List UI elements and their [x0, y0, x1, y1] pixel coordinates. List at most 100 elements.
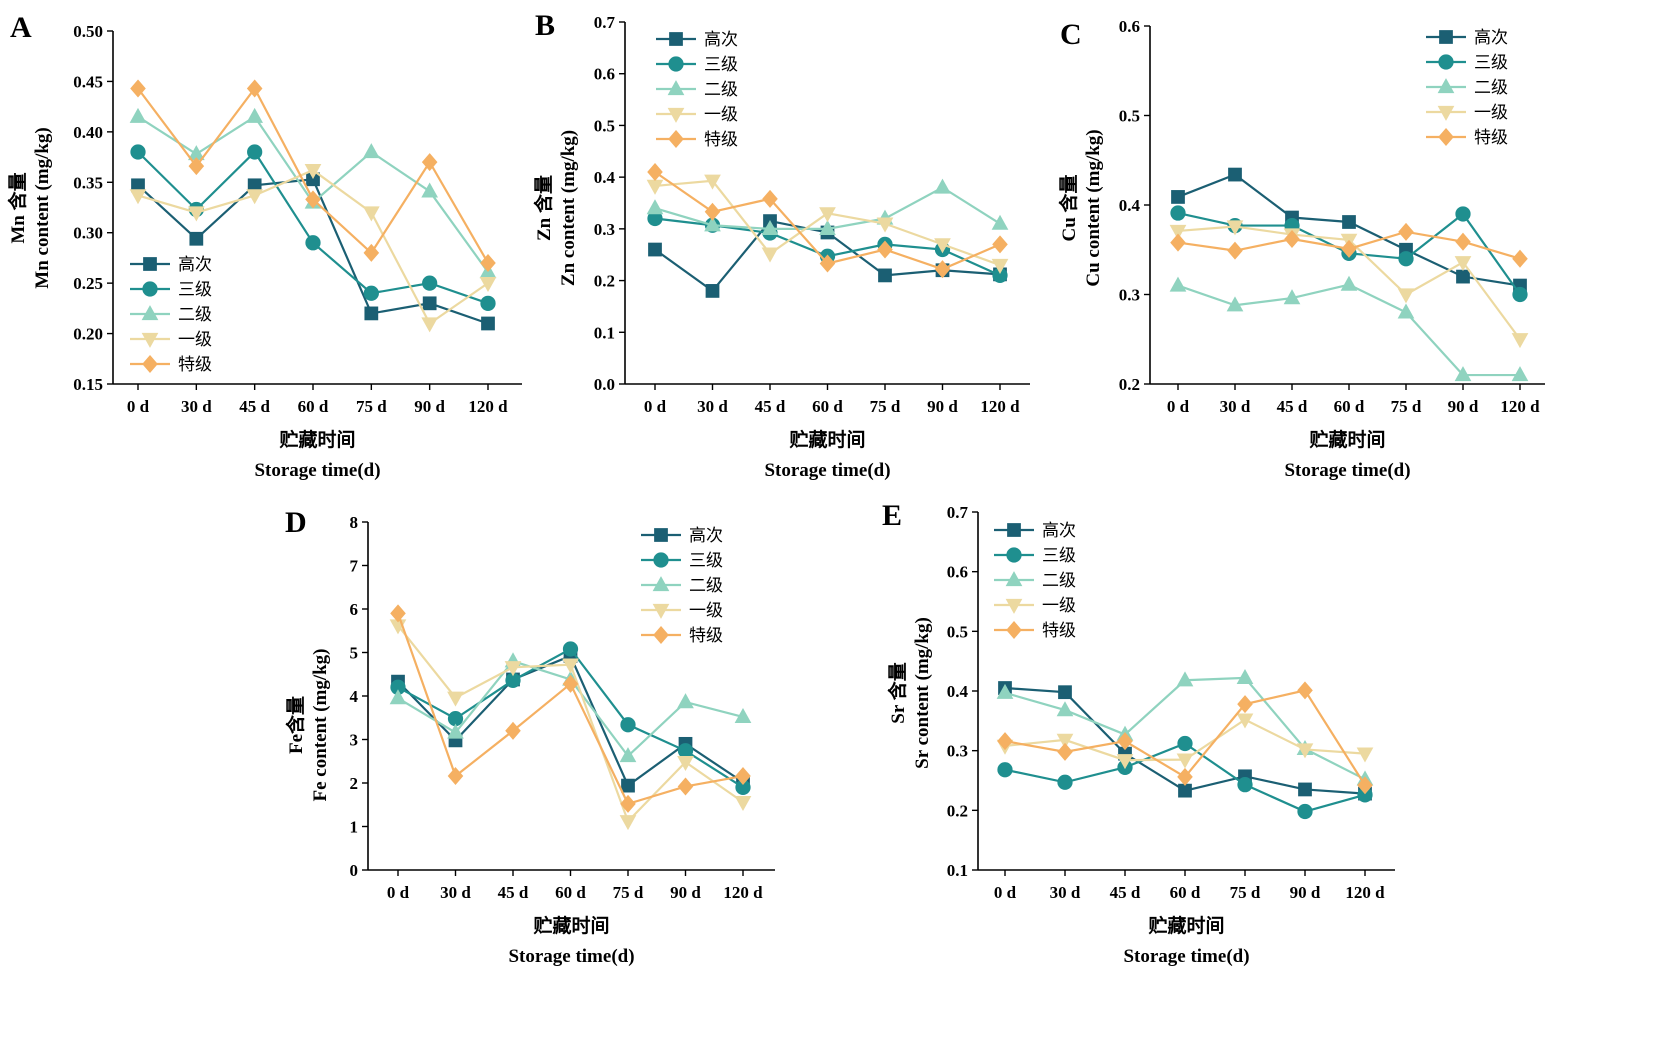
data-point: [704, 202, 721, 221]
data-point: [305, 235, 321, 251]
data-point: [1397, 288, 1415, 304]
chart-panel-C: C 0.2 0.3 0.4 0.5 0.6 0 d 30 d 45 d 60 d 75 d 90 d 1…: [1057, 17, 1545, 481]
y-tick-label: 0.45: [73, 72, 103, 91]
data-point: [389, 689, 407, 705]
y-tick-label: 0.6: [1119, 17, 1140, 36]
data-point: [1297, 681, 1313, 700]
x-tick-label: 0 d: [644, 397, 667, 416]
legend-label: 三级: [1042, 546, 1076, 566]
legend-marker: [667, 80, 685, 96]
legend-label: 一级: [1474, 103, 1508, 123]
data-point: [246, 107, 264, 123]
data-point: [129, 189, 147, 205]
data-point: [130, 79, 146, 98]
y-tick-label: 0.5: [1119, 107, 1140, 126]
legend-marker: [141, 332, 159, 348]
data-point: [1056, 701, 1074, 717]
legend-label: 二级: [704, 80, 738, 100]
legend-label: 二级: [1474, 78, 1508, 98]
legend-label: 特级: [1042, 621, 1076, 641]
x-axis-label-en: Storage time(d): [1123, 946, 1249, 967]
series-一级: [646, 174, 1009, 274]
data-point: [362, 143, 380, 159]
data-point: [647, 162, 663, 181]
x-tick-label: 0 d: [127, 397, 150, 416]
data-point: [934, 178, 951, 194]
series-特级: [647, 162, 1008, 279]
data-point: [761, 219, 779, 235]
chart-panel-A: A 0.15 0.20 0.25 0.30 0.35 0.40 0.45 0.50 0 d 30 d…: [6, 11, 522, 481]
legend-marker: [141, 305, 159, 321]
data-point: [390, 604, 406, 623]
legend-marker: [1006, 547, 1022, 563]
data-point: [447, 691, 464, 707]
data-point: [1297, 803, 1313, 820]
x-tick-label: 30 d: [181, 397, 212, 416]
legend-marker: [142, 281, 158, 297]
x-axis-label-cn: 贮藏时间: [1308, 428, 1385, 451]
y-tick-label: 3: [350, 731, 359, 750]
x-tick-label: 45 d: [498, 883, 529, 902]
y-tick-label: 0.7: [594, 13, 616, 32]
y-tick-label: 0: [350, 861, 359, 880]
data-point: [704, 174, 721, 190]
y-tick-label: 0.5: [594, 116, 615, 135]
x-tick-label: 120 d: [1345, 883, 1385, 902]
x-tick-label: 45 d: [1110, 883, 1141, 902]
y-tick-label: 0.50: [73, 22, 103, 41]
data-point: [1398, 251, 1414, 267]
y-tick-label: 0.4: [594, 168, 616, 187]
data-point: [677, 743, 694, 759]
y-tick-label: 0.2: [947, 801, 968, 820]
legend-marker: [668, 56, 684, 72]
y-tick-label: 5: [350, 644, 359, 663]
legend-label: 二级: [689, 576, 723, 596]
data-point: [991, 214, 1009, 230]
panel-letter: E: [882, 499, 902, 532]
data-point: [1170, 233, 1186, 252]
data-point: [705, 284, 720, 298]
y-axis-label-cn: Sr 含量: [886, 662, 909, 723]
x-tick-label: 30 d: [440, 883, 471, 902]
data-point: [422, 296, 437, 311]
data-point: [187, 206, 205, 222]
data-point: [1296, 743, 1314, 759]
data-point: [621, 778, 635, 793]
x-axis-label-cn: 贮藏时间: [532, 914, 609, 937]
data-point: [1169, 224, 1187, 240]
legend-label: 特级: [689, 626, 723, 646]
data-point: [734, 707, 752, 724]
y-tick-label: 0.30: [73, 224, 103, 243]
x-tick-label: 30 d: [697, 397, 728, 416]
y-tick-label: 0.35: [73, 173, 103, 192]
y-axis-label-en: Zn content (mg/kg): [558, 130, 579, 286]
data-point: [1058, 685, 1072, 700]
data-point: [447, 767, 464, 786]
legend-marker: [1437, 78, 1455, 94]
data-point: [480, 295, 496, 311]
chart-panel-E: E 0.1 0.2 0.3 0.4 0.5 0.6 0.7 0 d 30 d 45 d 60 d 75 …: [882, 499, 1395, 967]
x-tick-label: 30 d: [1220, 397, 1251, 416]
x-axis-label-en: Storage time(d): [508, 946, 634, 967]
data-point: [1178, 783, 1192, 798]
legend-marker: [1437, 105, 1455, 121]
series-特级: [997, 681, 1373, 795]
y-tick-label: 7: [350, 557, 359, 576]
x-tick-label: 75 d: [1230, 883, 1261, 902]
data-point: [562, 658, 579, 674]
legend-label: 高次: [689, 526, 723, 546]
y-tick-label: 0.4: [1119, 196, 1141, 215]
legend-label: 特级: [704, 130, 738, 150]
data-point: [421, 317, 439, 333]
series-三级: [997, 735, 1373, 820]
x-tick-label: 0 d: [387, 883, 410, 902]
y-tick-label: 2: [350, 774, 359, 793]
series-高次: [131, 172, 495, 331]
data-point: [505, 721, 521, 740]
series-特级: [130, 79, 496, 272]
x-tick-label: 60 d: [298, 397, 329, 416]
data-point: [129, 107, 147, 123]
legend-label: 高次: [178, 255, 212, 275]
